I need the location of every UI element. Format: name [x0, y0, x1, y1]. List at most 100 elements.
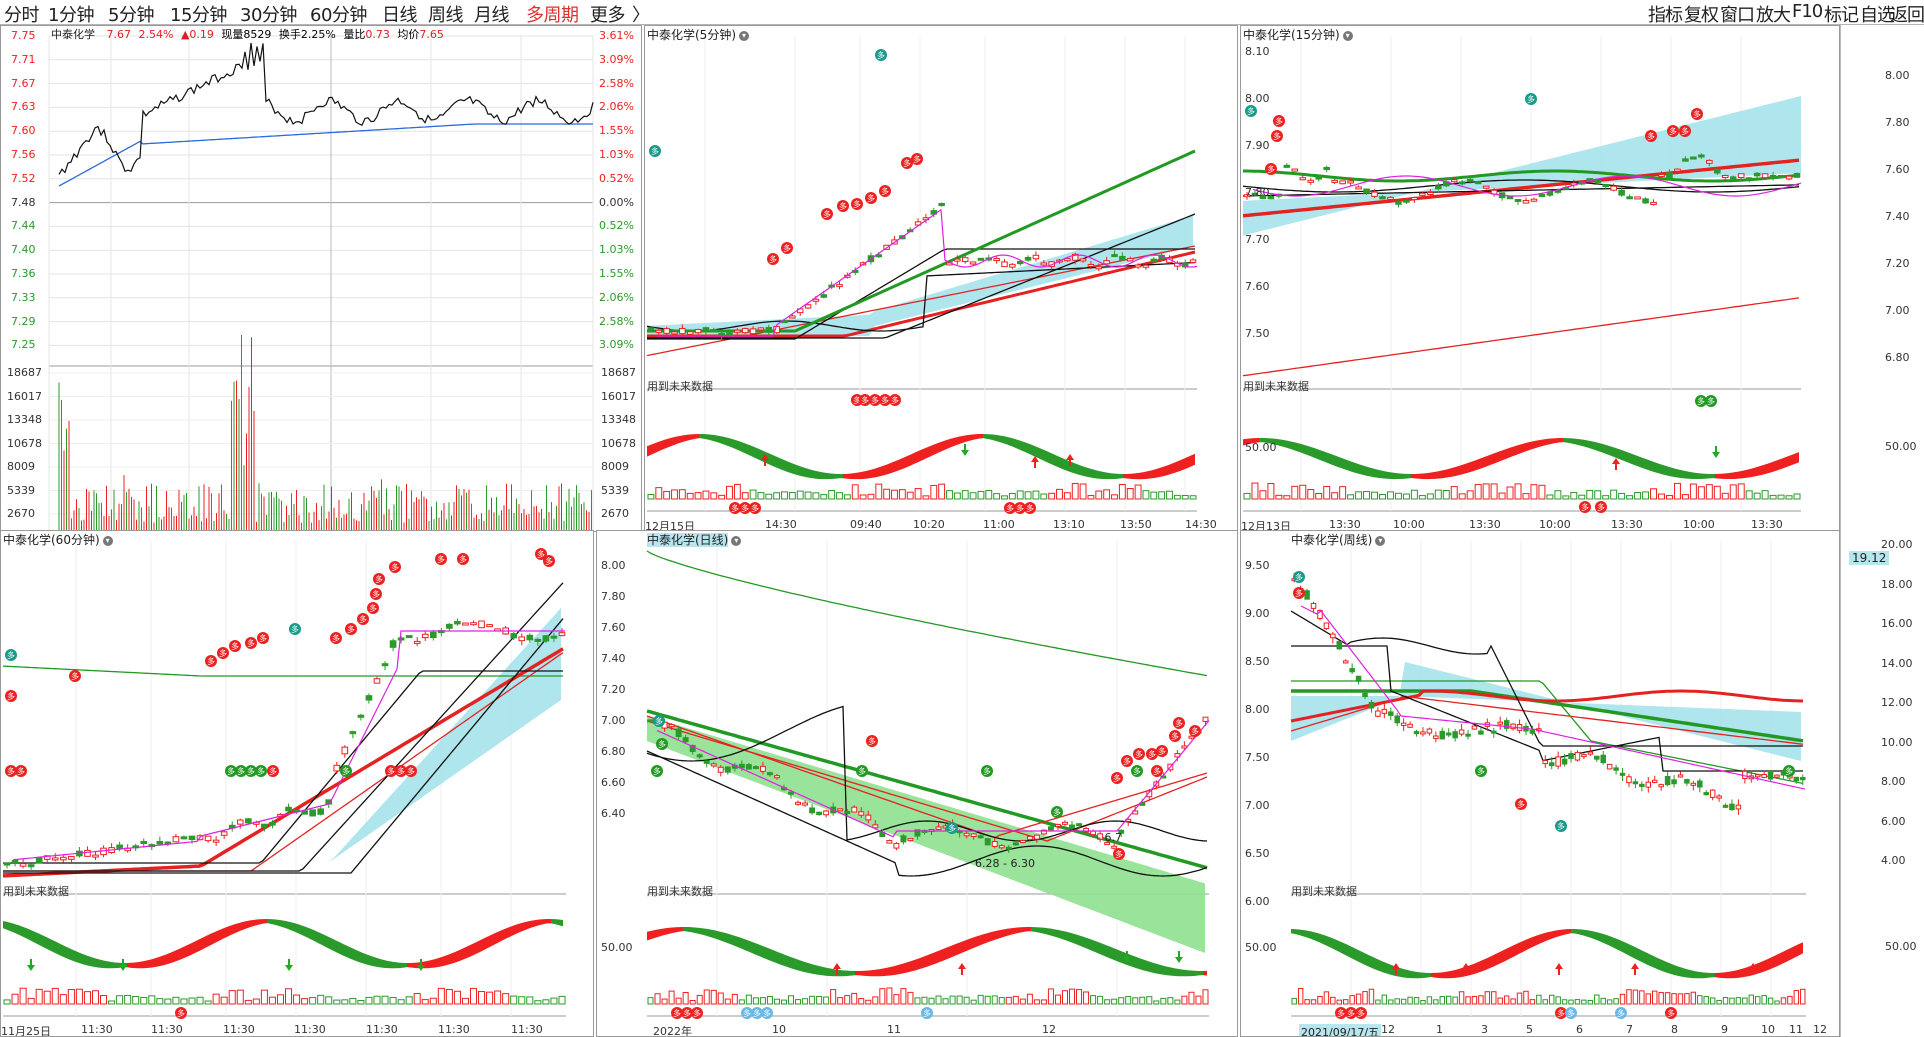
signal-marker [1173, 717, 1185, 729]
osc-ribbon [1747, 468, 1751, 478]
osc-ribbon [1691, 472, 1695, 480]
btn-window[interactable]: 窗口 [1720, 5, 1755, 26]
osc-bar [1645, 993, 1651, 1005]
osc-bar [985, 489, 993, 500]
osc-ribbon [1579, 929, 1583, 936]
osc-ribbon [1523, 442, 1527, 453]
more-arrow-icon[interactable]: 〉 [632, 5, 650, 26]
btn-back[interactable]: 返回 [1890, 5, 1924, 26]
osc-bar [108, 1000, 116, 1005]
osc-ribbon [1555, 438, 1559, 444]
btn-indicator[interactable]: 指标 [1648, 5, 1683, 26]
osc-ribbon [343, 943, 347, 958]
osc-bar [1118, 483, 1126, 500]
m15-panel[interactable]: 中泰化学(15分钟) ▾ 用到未来数据 多多多多多多多多多多多多多 8.10 8.0… [1240, 25, 1840, 532]
osc-bar [100, 995, 108, 1005]
weekly-x-tick: 6 [1576, 1023, 1583, 1036]
weekly-panel[interactable]: 中泰化学(周线) ▾ 用到未来数据 多多多多多多多多多多多多多 9.50 9.00 8… [1240, 530, 1840, 1037]
settings-icon[interactable]: ▾ [1342, 30, 1353, 41]
btn-zoom[interactable]: 放大 [1756, 5, 1791, 26]
ma-line [1243, 169, 1800, 183]
osc-ribbon [1571, 438, 1575, 445]
osc-ribbon [1007, 436, 1011, 447]
signal-marker-glyph: 多 [1135, 749, 1143, 759]
osc-ribbon [759, 944, 763, 958]
tab-more[interactable]: 更多 [590, 5, 626, 26]
btn-adjust[interactable]: 复权 [1684, 5, 1719, 26]
tab-weekly[interactable]: 周线 [428, 5, 464, 26]
m60-future-label: 用到未来数据 [3, 885, 69, 898]
osc-ribbon [1263, 438, 1267, 443]
osc-ribbon [1163, 965, 1167, 976]
m15-title[interactable]: 中泰化学(15分钟) ▾ [1243, 26, 1353, 43]
candle-body [510, 633, 518, 639]
right-axis-tick: 10.00 [1881, 735, 1913, 749]
osc-ribbon [927, 953, 931, 967]
weekly-title[interactable]: 中泰化学(周线) ▾ [1291, 531, 1386, 548]
candle-body [804, 304, 812, 309]
signal-marker [1355, 1007, 1367, 1019]
btn-mark[interactable]: 标记 [1824, 5, 1859, 26]
daily-title[interactable]: 中泰化学(日线) ▾ [647, 531, 742, 548]
osc-bar [1323, 485, 1331, 500]
candle-body [893, 843, 900, 849]
signal-marker-glyph: 多 [537, 549, 545, 559]
candle-body [1317, 609, 1323, 619]
osc-bar [1139, 996, 1146, 1005]
btn-watchlist[interactable]: 自选 [1860, 5, 1895, 26]
tab-30min[interactable]: 30分钟 [240, 5, 297, 26]
tab-fenshi[interactable]: 分时 [4, 5, 40, 26]
osc-ribbon [1083, 466, 1087, 477]
osc-bar [946, 490, 953, 500]
osc-ribbon [1039, 927, 1043, 934]
tab-daily[interactable]: 日线 [382, 5, 418, 26]
signal-marker-glyph: 多 [658, 739, 666, 749]
intraday-panel[interactable]: 中泰化学 7.67 2.54% ▲0.19 现量8529 换手2.25% 量比0… [0, 25, 642, 532]
candle-body [1721, 174, 1729, 178]
candle-body [269, 821, 276, 826]
settings-icon[interactable]: ▾ [1375, 535, 1386, 546]
osc-bar [820, 494, 828, 500]
tab-1min[interactable]: 1分钟 [48, 5, 94, 26]
m5-title[interactable]: 中泰化学(5分钟) ▾ [647, 26, 749, 43]
settings-icon[interactable]: ▾ [102, 535, 113, 546]
tab-15min[interactable]: 15分钟 [170, 5, 227, 26]
candle-body [1716, 795, 1722, 799]
osc-ribbon [691, 434, 695, 440]
signal-marker-glyph: 多 [1667, 1008, 1675, 1018]
osc-bar [1684, 993, 1690, 1005]
settings-icon[interactable]: ▾ [739, 30, 749, 41]
btn-f10[interactable]: F10 [1792, 1, 1823, 22]
candle-body [1587, 751, 1594, 755]
right-axis-tick: 7.80 [1885, 116, 1910, 129]
tab-60min[interactable]: 60分钟 [310, 5, 367, 26]
daily-panel[interactable]: 中泰化学(日线) ▾ 用到未来数据 多多多多多多多多多多多多多多多多多多多多多多多… [596, 530, 1238, 1037]
osc-bar [445, 988, 453, 1005]
settings-icon[interactable]: ▾ [731, 535, 742, 546]
osc-ribbon [1731, 970, 1735, 979]
osc-bar [1639, 990, 1645, 1005]
m60-panel[interactable]: 中泰化学(60分钟) ▾ 用到未来数据 多多多多多多多多多多多多多多多多多多多多多… [0, 530, 594, 1037]
signal-marker-glyph: 多 [7, 650, 15, 660]
osc-bar [124, 994, 132, 1005]
osc-bar [1523, 990, 1529, 1005]
osc-ribbon [839, 473, 843, 479]
candle-body [1682, 158, 1689, 162]
candle-body [1777, 175, 1785, 179]
pct-tick: 3.61% [599, 29, 634, 42]
tab-5min[interactable]: 5分钟 [108, 5, 154, 26]
candle-body [1355, 675, 1362, 682]
candle-body [1019, 839, 1026, 843]
osc-ribbon [1491, 453, 1495, 465]
osc-ribbon [1251, 438, 1255, 444]
osc-bar [1343, 999, 1349, 1005]
m5-panel[interactable]: 中泰化学(5分钟) ▾ 用到未来数据 多多多多多多多多多多多多多多多多多多多多多多… [644, 25, 1238, 532]
osc-ribbon [983, 933, 987, 945]
tab-multi-period[interactable]: 多周期 [526, 5, 579, 26]
osc-ribbon [947, 438, 951, 449]
osc-ribbon [1671, 963, 1675, 976]
m60-title[interactable]: 中泰化学(60分钟) ▾ [3, 531, 113, 548]
tab-monthly[interactable]: 月线 [474, 5, 510, 26]
osc-ribbon [1295, 442, 1299, 452]
osc-ribbon [1055, 929, 1059, 939]
